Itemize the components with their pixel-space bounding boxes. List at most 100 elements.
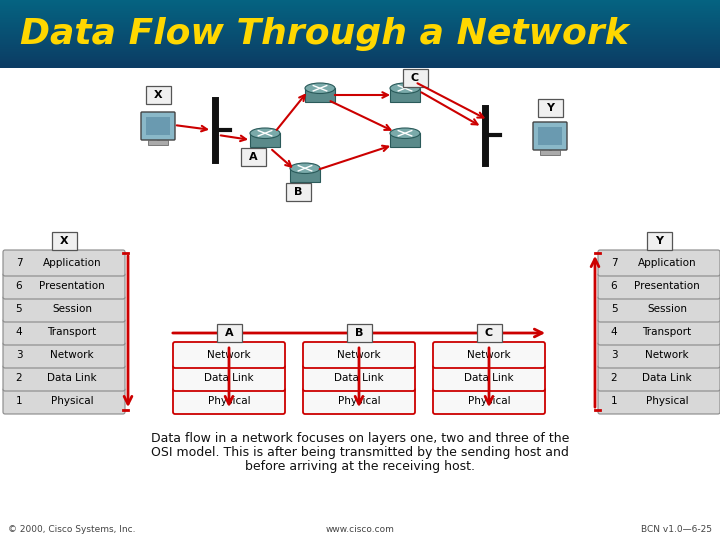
Text: BCN v1.0—6-25: BCN v1.0—6-25: [641, 525, 712, 535]
Bar: [0, 66, 720, 67]
Bar: [0, 3, 720, 4]
FancyBboxPatch shape: [3, 296, 125, 322]
Ellipse shape: [390, 83, 420, 93]
FancyBboxPatch shape: [173, 388, 285, 414]
Bar: [0, 0, 720, 1]
Text: Data Link: Data Link: [48, 373, 96, 383]
FancyBboxPatch shape: [538, 99, 562, 117]
Text: 1: 1: [611, 396, 617, 406]
Bar: [0, 7, 720, 8]
Text: Y: Y: [655, 236, 663, 246]
Text: Physical: Physical: [646, 396, 688, 406]
Text: 7: 7: [611, 258, 617, 268]
Text: Data Link: Data Link: [334, 373, 384, 383]
Text: Y: Y: [546, 103, 554, 113]
Bar: [0, 55, 720, 56]
Bar: [0, 15, 720, 16]
Text: Application: Application: [638, 258, 696, 268]
Text: Presentation: Presentation: [634, 281, 700, 291]
Bar: [0, 50, 720, 51]
Bar: [0, 42, 720, 43]
FancyBboxPatch shape: [145, 86, 171, 104]
Text: Network: Network: [50, 350, 94, 360]
Bar: [0, 45, 720, 46]
Text: 2: 2: [611, 373, 617, 383]
Bar: [0, 57, 720, 58]
Text: 4: 4: [16, 327, 22, 337]
Bar: [148, 140, 168, 145]
Bar: [0, 21, 720, 22]
Bar: [0, 54, 720, 55]
FancyBboxPatch shape: [240, 148, 266, 166]
Ellipse shape: [305, 83, 335, 93]
Bar: [0, 36, 720, 37]
Text: Presentation: Presentation: [39, 281, 105, 291]
Text: Network: Network: [337, 350, 381, 360]
Bar: [0, 11, 720, 12]
Bar: [0, 52, 720, 53]
FancyBboxPatch shape: [303, 388, 415, 414]
Text: Network: Network: [207, 350, 251, 360]
FancyBboxPatch shape: [598, 365, 720, 391]
Text: Data flow in a network focuses on layers one, two and three of the: Data flow in a network focuses on layers…: [150, 432, 570, 445]
Text: before arriving at the receiving host.: before arriving at the receiving host.: [245, 460, 475, 473]
Bar: [0, 43, 720, 44]
Text: Application: Application: [42, 258, 102, 268]
Bar: [0, 32, 720, 33]
Bar: [0, 61, 720, 62]
Bar: [0, 41, 720, 42]
FancyBboxPatch shape: [52, 232, 76, 250]
Text: 2: 2: [16, 373, 22, 383]
FancyBboxPatch shape: [3, 365, 125, 391]
FancyBboxPatch shape: [598, 273, 720, 299]
Bar: [0, 8, 720, 9]
Bar: [0, 62, 720, 63]
Bar: [0, 5, 720, 6]
Bar: [0, 47, 720, 48]
Text: Physical: Physical: [468, 396, 510, 406]
Bar: [0, 46, 720, 47]
Bar: [0, 9, 720, 10]
FancyBboxPatch shape: [3, 319, 125, 345]
Text: 5: 5: [16, 304, 22, 314]
Bar: [146, 117, 170, 135]
FancyBboxPatch shape: [303, 342, 415, 368]
FancyBboxPatch shape: [303, 365, 415, 391]
Bar: [0, 23, 720, 24]
FancyBboxPatch shape: [141, 112, 175, 140]
FancyBboxPatch shape: [3, 273, 125, 299]
Text: OSI model. This is after being transmitted by the sending host and: OSI model. This is after being transmitt…: [151, 446, 569, 459]
Ellipse shape: [250, 128, 280, 138]
Bar: [0, 22, 720, 23]
Bar: [0, 26, 720, 27]
Text: Data Link: Data Link: [204, 373, 254, 383]
FancyBboxPatch shape: [3, 250, 125, 276]
Text: A: A: [248, 152, 257, 162]
Bar: [0, 30, 720, 31]
FancyBboxPatch shape: [217, 324, 241, 342]
Text: Network: Network: [645, 350, 689, 360]
Bar: [0, 24, 720, 25]
Bar: [250, 133, 280, 147]
Bar: [0, 44, 720, 45]
Bar: [0, 12, 720, 13]
Text: Physical: Physical: [338, 396, 380, 406]
Text: 3: 3: [611, 350, 617, 360]
Bar: [0, 49, 720, 50]
Text: Session: Session: [647, 304, 687, 314]
Bar: [0, 48, 720, 49]
Text: Transport: Transport: [48, 327, 96, 337]
Bar: [0, 64, 720, 65]
Bar: [0, 58, 720, 59]
Bar: [540, 150, 560, 155]
Text: 6: 6: [611, 281, 617, 291]
FancyBboxPatch shape: [598, 342, 720, 368]
Bar: [0, 16, 720, 17]
FancyBboxPatch shape: [598, 250, 720, 276]
FancyBboxPatch shape: [433, 342, 545, 368]
Bar: [0, 63, 720, 64]
Ellipse shape: [290, 163, 320, 173]
Bar: [0, 2, 720, 3]
Text: Data Flow Through a Network: Data Flow Through a Network: [20, 17, 629, 51]
FancyBboxPatch shape: [433, 388, 545, 414]
